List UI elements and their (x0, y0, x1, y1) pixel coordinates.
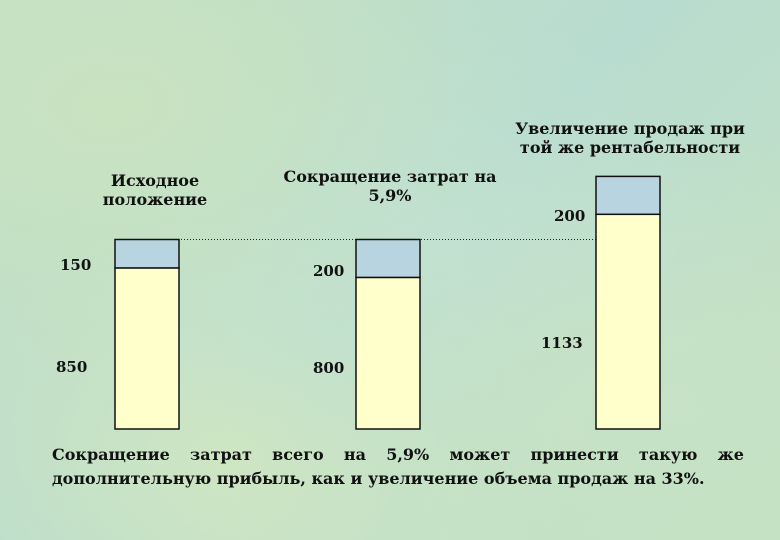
conclusion-word: затрат (189, 445, 252, 464)
data-label-top-cost-reduction: 200 (313, 262, 345, 280)
conclusion-word: же (717, 445, 744, 464)
conclusion-word: 5,9% (386, 445, 430, 464)
conclusion-text: Сокращение затрат всего на 5,9% может пр… (52, 443, 744, 491)
category-label-sales-increase: Увеличение продаж при той же рентабельно… (500, 119, 760, 157)
category-label-initial: Исходное положение (90, 171, 220, 209)
data-label-top-sales-increase: 200 (554, 207, 586, 225)
category-label-initial-line2: положение (102, 190, 208, 209)
bar-top-cost-reduction (355, 238, 421, 279)
data-label-base-cost-reduction: 800 (313, 359, 345, 377)
conclusion-word: принести (530, 445, 619, 464)
conclusion-line-2: дополнительную прибыль, как и увеличение… (52, 469, 705, 488)
conclusion-line-1: Сокращение затрат всего на 5,9% может пр… (52, 443, 744, 467)
data-label-base-sales-increase: 1133 (541, 334, 583, 352)
category-label-initial-line1: Исходное (110, 171, 200, 190)
category-label-sales-increase-line2: той же рентабельности (519, 138, 741, 157)
data-label-base-initial: 850 (56, 358, 88, 376)
category-label-cost-reduction-line2: 5,9% (368, 186, 412, 205)
bar-base-sales-increase (595, 213, 661, 430)
bar-top-sales-increase (595, 175, 661, 216)
category-label-sales-increase-line1: Увеличение продаж при (515, 119, 745, 138)
category-label-cost-reduction: Сокращение затрат на 5,9% (270, 167, 510, 205)
conclusion-word: такую (638, 445, 698, 464)
bar-base-initial (114, 267, 180, 430)
conclusion-word: всего (272, 445, 324, 464)
bar-top-initial (114, 238, 180, 269)
conclusion-word: на (343, 445, 366, 464)
data-label-top-initial: 150 (60, 256, 92, 274)
category-label-cost-reduction-line1: Сокращение затрат на (283, 167, 497, 186)
bar-base-cost-reduction (355, 276, 421, 430)
conclusion-word: Сокращение (52, 445, 170, 464)
conclusion-word: может (449, 445, 511, 464)
